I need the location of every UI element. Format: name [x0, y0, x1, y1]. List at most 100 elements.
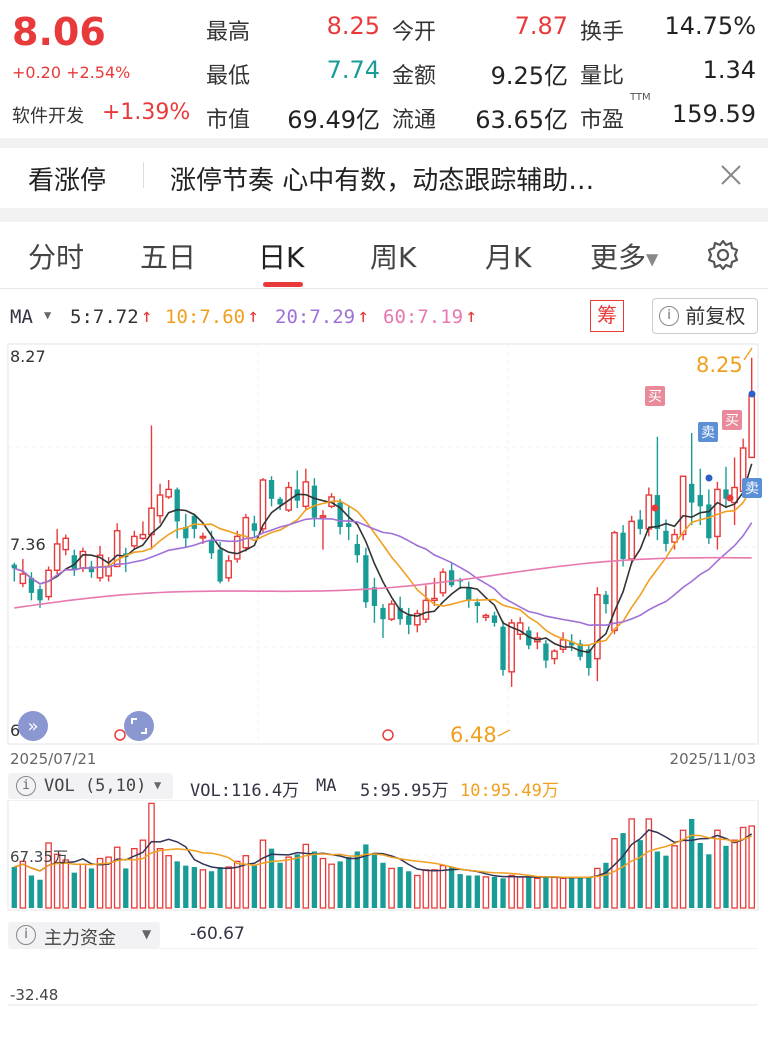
sector-name[interactable]: 软件开发	[12, 106, 84, 127]
expand-left-icon[interactable]: »	[18, 711, 48, 741]
up-arrow-icon: ↑	[141, 305, 153, 327]
close-icon[interactable]	[720, 156, 742, 194]
candle-body	[71, 555, 77, 571]
ma20-line	[14, 517, 753, 627]
section-divider	[0, 208, 768, 222]
tab-five-day[interactable]: 五日	[140, 241, 197, 274]
volume-bar	[319, 857, 327, 909]
volume-selector[interactable]: i VOL (5,10) ▼	[8, 773, 173, 799]
buy-signal-bg	[645, 386, 665, 406]
candle-body	[268, 480, 275, 499]
volume-bar	[346, 857, 352, 908]
adjust-mode-button[interactable]: i 前复权	[652, 298, 758, 334]
buy-signal-bg	[722, 410, 742, 430]
volume-axis-label: 67.35万	[10, 848, 68, 866]
candle-body	[706, 504, 712, 539]
candle-body	[217, 549, 223, 582]
fullscreen-icon[interactable]	[124, 711, 154, 741]
volume-bar	[363, 844, 369, 908]
gear-icon[interactable]	[706, 238, 740, 276]
volume-legend[interactable]: i VOL (5,10) ▼ VOL:116.4万 MA 5:95.95万 10…	[0, 772, 768, 802]
capital-legend[interactable]: i 主力资金 ▼ -60.67	[0, 920, 768, 950]
volume-bar	[594, 867, 601, 909]
section-divider	[0, 288, 768, 289]
candle-body	[225, 560, 233, 579]
stat-value: 8.25	[326, 12, 380, 40]
volume-ma5-line	[14, 829, 753, 879]
candle-body	[551, 650, 558, 660]
volume-bar	[628, 818, 635, 909]
volume-bar	[534, 877, 541, 909]
volume-bar	[466, 875, 472, 908]
candle-body	[242, 516, 250, 549]
buy-signal: 买	[648, 389, 662, 405]
volume-bar	[543, 876, 549, 908]
candle-body	[233, 535, 241, 560]
candle-body	[654, 495, 661, 529]
volume-bar	[439, 864, 447, 909]
candle-body	[406, 615, 412, 625]
ma5-line	[14, 463, 753, 654]
volume-bar	[53, 853, 61, 909]
event-marker-icon	[382, 729, 394, 741]
volume-ma5: 5:95.95万	[360, 781, 449, 801]
volume-bar	[654, 851, 661, 908]
volume-chart[interactable]: 67.35万	[0, 800, 768, 918]
tab-daily-k[interactable]: 日K	[258, 241, 305, 274]
stat-value: 7.87	[514, 12, 568, 40]
stat-label: 量比	[580, 64, 625, 89]
candle-body	[508, 622, 515, 673]
candle-body	[620, 532, 626, 559]
volume-bar	[62, 859, 70, 909]
tab-monthly-k[interactable]: 月K	[485, 241, 532, 274]
date-start-label: 2025/07/21	[10, 750, 96, 768]
volume-bar	[285, 856, 292, 909]
candle-body	[311, 485, 318, 518]
capital-selector[interactable]: i 主力资金 ▼	[8, 922, 160, 949]
volume-bar	[371, 852, 378, 908]
news-banner[interactable]: 看涨停 涨停节奏 心中有数，动态跟踪辅助…	[0, 148, 768, 204]
volume-bar	[131, 847, 138, 909]
volume-ma-label: MA	[316, 776, 337, 796]
volume-bar	[500, 878, 506, 908]
sector-change[interactable]: +1.39%	[102, 100, 191, 125]
chevron-down-icon[interactable]: ▼	[44, 308, 52, 322]
candle-body	[380, 607, 386, 620]
tab-more[interactable]: 更多▼	[590, 236, 658, 276]
chevron-down-icon: ▼	[154, 778, 162, 792]
volume-bar	[380, 862, 386, 908]
ma-value-4: 60:7.19	[383, 306, 464, 328]
candle-body	[559, 639, 567, 650]
volume-bar	[19, 860, 27, 909]
tab-intraday[interactable]: 分时	[28, 241, 85, 274]
candle-body	[679, 475, 687, 536]
ma10-line	[14, 487, 753, 647]
stat-value: 63.65亿	[475, 106, 568, 134]
volume-bar	[113, 846, 121, 909]
volume-bar	[706, 854, 712, 908]
candle-body	[191, 515, 198, 529]
price-change: +0.20 +2.54%	[12, 63, 131, 82]
volume-bar	[105, 856, 112, 909]
candle-body	[354, 543, 360, 556]
volume-bar	[508, 874, 515, 909]
volume-bar	[559, 877, 567, 909]
news-text[interactable]: 涨停节奏 心中有数，动态跟踪辅助…	[170, 166, 595, 196]
volume-bar	[191, 867, 198, 908]
volume-bar	[96, 857, 104, 909]
ma-legend[interactable]: MA ▼ 5:7.72 ↑ 10:7.60 ↑ 20:7.29 ↑ 60:7.19 ↑	[0, 300, 768, 334]
chip-distribution-button[interactable]: 筹	[590, 300, 624, 332]
sell-signal: 卖	[701, 425, 715, 441]
tab-weekly-k[interactable]: 周K	[370, 241, 417, 274]
buy-signal: 买	[725, 413, 739, 429]
volume-bar	[328, 863, 335, 909]
news-tag[interactable]: 看涨停	[28, 166, 107, 196]
candle-body	[156, 494, 164, 517]
up-arrow-icon: ↑	[357, 305, 369, 327]
stat-value: 7.74	[326, 56, 380, 84]
volume-bar	[448, 867, 455, 908]
volume-bar	[516, 876, 524, 909]
fullscreen-bg	[124, 711, 154, 741]
pe-ttm-superscript: TTM	[630, 92, 651, 103]
kline-chart[interactable]: 8.277.366.268.256.48买买卖卖»2025/07/212025/…	[0, 340, 768, 770]
